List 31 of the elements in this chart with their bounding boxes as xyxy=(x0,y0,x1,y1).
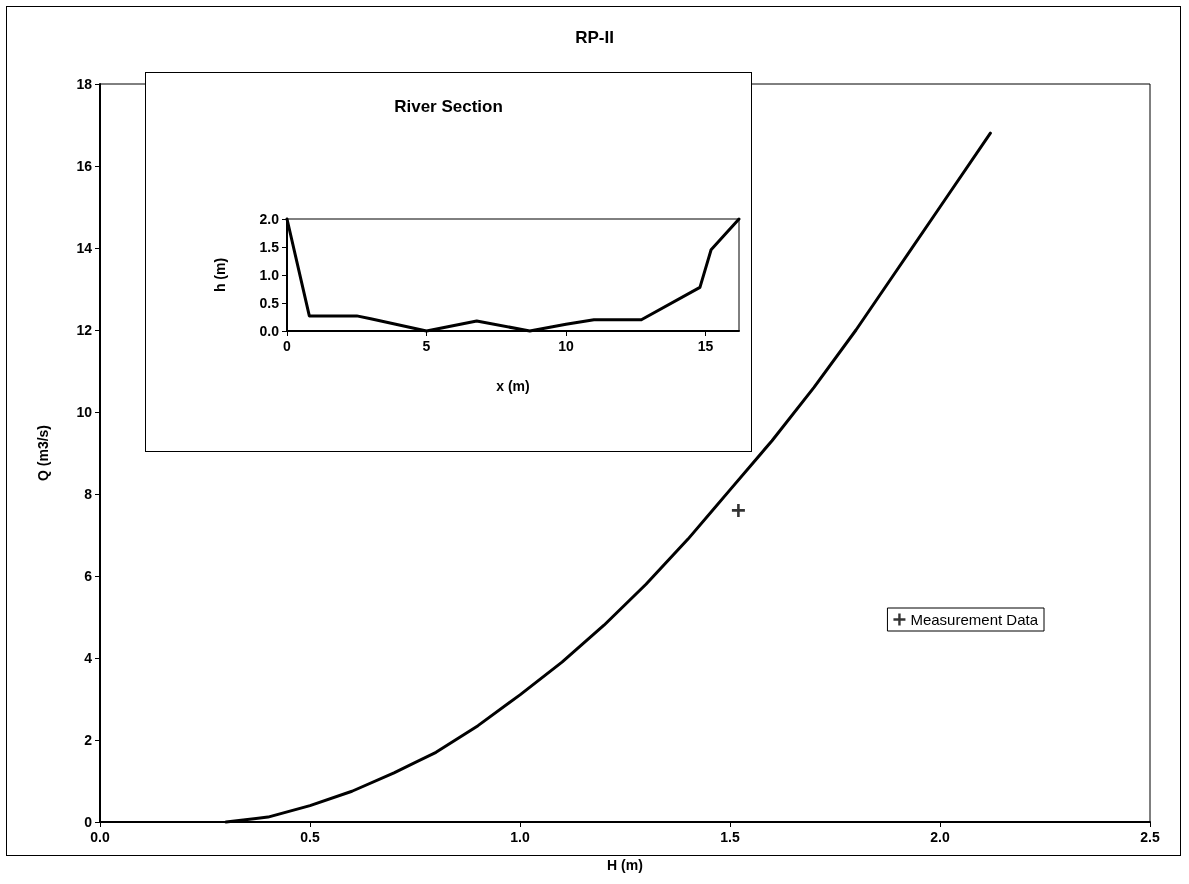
legend-label: Measurement Data xyxy=(910,611,1039,628)
x-tick-label: 2.0 xyxy=(930,829,950,845)
y-tick-label: 0.5 xyxy=(259,295,280,311)
x-tick-label: 0.5 xyxy=(300,829,320,845)
x-axis-title: H (m) xyxy=(607,857,643,873)
y-tick-label: 4 xyxy=(84,650,93,666)
x-tick-label: 0 xyxy=(283,338,292,354)
x-tick-label: 1.5 xyxy=(720,829,740,845)
y-tick-label: 16 xyxy=(76,158,93,174)
y-tick-label: 0 xyxy=(84,814,93,830)
y-tick-label: 1.5 xyxy=(259,239,280,255)
y-tick-label: 1.0 xyxy=(259,267,280,283)
y-tick-label: 8 xyxy=(84,486,93,502)
y-tick-label: 2 xyxy=(84,732,93,748)
x-tick-label: 15 xyxy=(697,338,714,354)
y-tick-label: 18 xyxy=(76,76,93,92)
x-tick-label: 1.0 xyxy=(510,829,530,845)
y-tick-label: 14 xyxy=(76,240,93,256)
x-tick-label: 2.5 xyxy=(1140,829,1160,845)
chart-title: RP-II xyxy=(575,28,614,47)
y-tick-label: 12 xyxy=(76,322,93,338)
y-axis-title: Q (m3/s) xyxy=(35,424,51,482)
y-tick-label: 2.0 xyxy=(259,211,280,227)
x-axis-title: x (m) xyxy=(496,378,530,394)
x-tick-label: 10 xyxy=(558,338,575,354)
chart-title: River Section xyxy=(394,97,503,116)
y-tick-label: 6 xyxy=(84,568,93,584)
y-tick-label: 10 xyxy=(76,404,93,420)
y-axis-title: h (m) xyxy=(212,257,228,293)
x-tick-label: 5 xyxy=(422,338,431,354)
y-tick-label: 0.0 xyxy=(259,323,280,339)
